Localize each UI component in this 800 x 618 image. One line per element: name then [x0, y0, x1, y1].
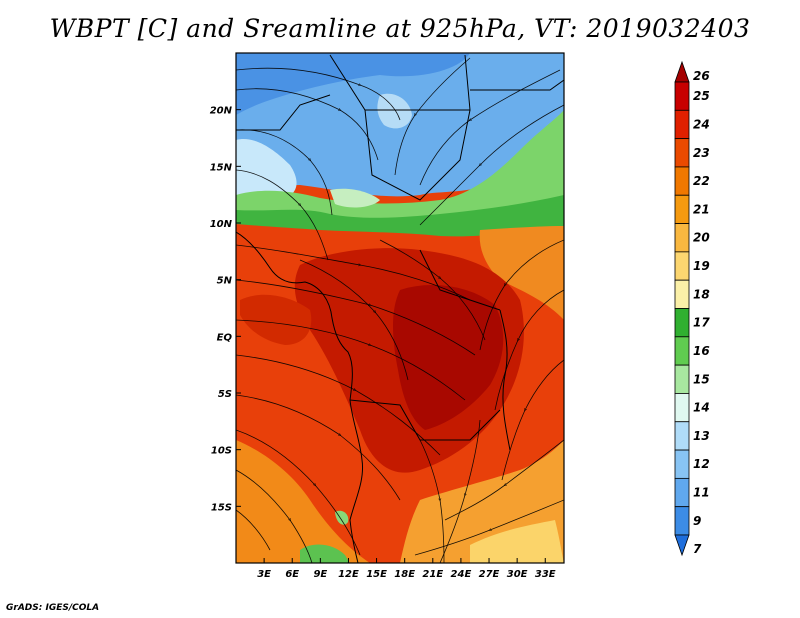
field-red-west — [240, 294, 312, 345]
lat-tick-label: 10N — [210, 219, 233, 230]
colorbar-swatch — [674, 251, 690, 281]
colorbar-swatch — [674, 138, 690, 168]
lat-tick-label: 20N — [210, 106, 233, 117]
lat-tick-label: 10S — [211, 446, 232, 457]
lon-tick-label: 12E — [338, 569, 359, 580]
lon-tick-label: 24E — [451, 569, 472, 580]
colorbar-label: 16 — [693, 344, 710, 358]
colorbar-swatch — [674, 364, 690, 394]
lon-tick-label: 6E — [285, 569, 299, 580]
colorbar-swatch — [674, 477, 690, 508]
field-pale-blue-2 — [377, 93, 412, 129]
colorbar: 26 25 24 23 22 21 20 19 18 17 16 15 14 13 12 11 9 7 — [674, 60, 710, 557]
colorbar-label: 15 — [693, 372, 710, 386]
field-green-sw2 — [335, 510, 349, 525]
field-yellow-se — [470, 520, 564, 563]
colorbar-label: 9 — [693, 514, 701, 528]
colorbar-label: 13 — [693, 429, 710, 443]
colorbar-label: 12 — [693, 457, 710, 471]
colorbar-swatch — [674, 534, 690, 557]
colorbar-label: 24 — [693, 117, 710, 131]
map-area — [236, 53, 564, 563]
colorbar-swatch — [674, 166, 690, 196]
longitude-axis: 3E 6E 9E 12E 15E 18E 21E 24E 27E 30E 33E — [257, 558, 556, 580]
colorbar-label: 25 — [693, 89, 710, 103]
colorbar-swatch — [674, 223, 690, 253]
lon-tick-label: 21E — [422, 569, 443, 580]
colorbar-label: 20 — [693, 231, 710, 245]
lon-tick-label: 15E — [366, 569, 387, 580]
lon-tick-label: 33E — [535, 569, 556, 580]
field-green-sw — [300, 544, 350, 563]
field-pale-green — [330, 188, 380, 208]
colorbar-swatch — [674, 109, 690, 140]
field-deep-blue — [236, 53, 470, 115]
field-green — [236, 110, 564, 235]
field-orange-east — [479, 226, 564, 320]
field-green-dark — [236, 195, 564, 237]
colorbar-label: 11 — [693, 486, 710, 500]
colorbar-label: 19 — [693, 259, 710, 273]
grads-credit: GrADS: IGES/COLA — [6, 603, 100, 613]
colorbar-swatch — [674, 194, 690, 224]
colorbar-label: 7 — [693, 542, 702, 556]
lon-tick-label: 3E — [257, 569, 271, 580]
colorbar-swatch — [674, 393, 690, 423]
lat-tick-label: 15N — [210, 162, 233, 173]
colorbar-swatch — [674, 506, 690, 536]
colorbar-label: 18 — [693, 287, 710, 301]
latitude-axis: 20N 15N 10N 5N EQ 5S 10S 15S — [210, 106, 241, 513]
colorbar-swatch — [674, 308, 690, 338]
colorbar-label: 23 — [693, 146, 710, 160]
map-frame — [235, 52, 565, 564]
colorbar-swatch — [674, 336, 690, 366]
colorbar-swatch — [674, 81, 690, 111]
colorbar-swatch — [674, 421, 690, 451]
lat-tick-label: 15S — [211, 502, 232, 513]
lat-tick-label: 5N — [217, 276, 233, 287]
lon-tick-label: 18E — [394, 569, 415, 580]
lat-tick-label: EQ — [217, 332, 233, 343]
field-pale-blue — [236, 139, 297, 203]
colorbar-swatch — [674, 279, 690, 309]
map-title: WBPT [C] and Sreamline at 925hPa, VT: 20… — [49, 14, 751, 43]
field-orange-south — [236, 440, 370, 563]
colorbar-label: 17 — [693, 316, 710, 330]
colorbar-swatch — [674, 449, 690, 479]
country-borders — [236, 54, 564, 563]
colorbar-swatch — [674, 60, 690, 83]
lon-tick-label: 27E — [479, 569, 500, 580]
colorbar-label: 14 — [693, 401, 710, 415]
colorbar-label: 21 — [693, 202, 710, 216]
lon-tick-label: 30E — [507, 569, 528, 580]
colorbar-label: 26 — [693, 69, 710, 83]
lon-tick-label: 9E — [313, 569, 327, 580]
colorbar-label: 22 — [693, 174, 710, 188]
lat-tick-label: 5S — [218, 389, 232, 400]
